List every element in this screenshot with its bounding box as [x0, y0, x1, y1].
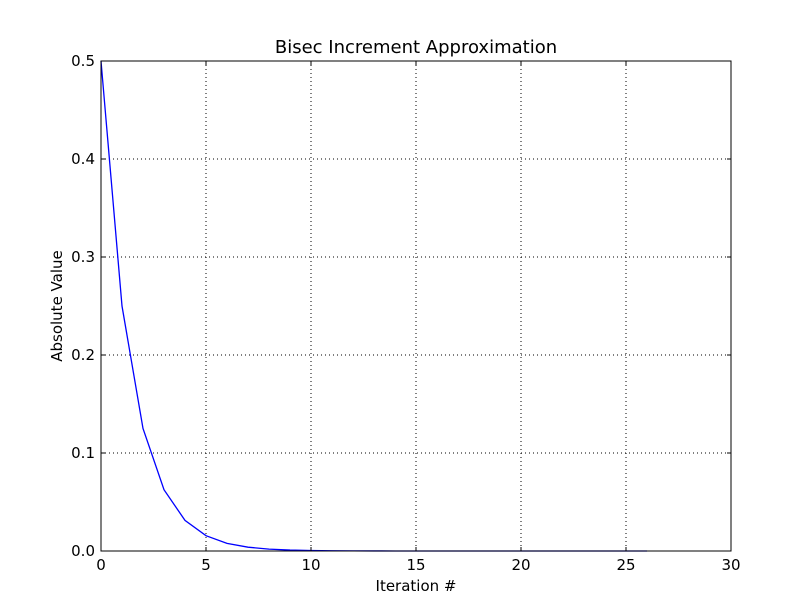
x-tick-label: 20: [511, 556, 530, 574]
x-tick-label: 5: [201, 556, 211, 574]
x-tick-label: 10: [301, 556, 320, 574]
tick-marks: [100, 60, 732, 552]
x-tick-label: 0: [96, 556, 106, 574]
y-tick-label: 0.0: [71, 542, 95, 560]
grid-lines: [101, 61, 731, 551]
y-tick-label: 0.2: [71, 346, 95, 364]
x-tick-label: 15: [406, 556, 425, 574]
x-tick-label: 25: [616, 556, 635, 574]
y-tick-label: 0.5: [71, 52, 95, 70]
chart-title: Bisec Increment Approximation: [275, 37, 557, 58]
x-tick-label: 30: [721, 556, 740, 574]
y-tick-labels: 0.0 0.1 0.2 0.3 0.4 0.5: [71, 52, 95, 560]
y-tick-label: 0.3: [71, 248, 95, 266]
x-tick-labels: 0 5 10 15 20 25 30: [96, 556, 740, 574]
x-axis-label: Iteration #: [376, 577, 457, 595]
y-tick-label: 0.4: [71, 150, 95, 168]
y-axis-label: Absolute Value: [48, 250, 66, 362]
y-tick-label: 0.1: [71, 444, 95, 462]
